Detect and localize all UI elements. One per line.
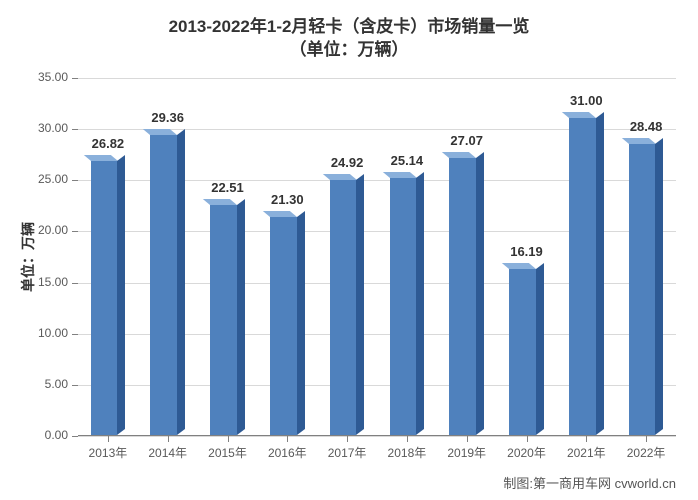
- y-tick-mark: [72, 129, 78, 130]
- bar: [150, 135, 185, 435]
- gridline: [78, 78, 676, 79]
- y-tick-mark: [72, 180, 78, 181]
- bar: [270, 217, 305, 435]
- x-tick-mark: [287, 436, 288, 442]
- x-tick-label: 2016年: [257, 444, 317, 461]
- bar: [509, 269, 544, 435]
- y-tick-mark: [72, 436, 78, 437]
- data-label: 28.48: [616, 119, 676, 134]
- x-tick-mark: [527, 436, 528, 442]
- chart-title: 2013-2022年1-2月轻卡（含皮卡）市场销量一览 （单位：万辆）: [0, 16, 698, 62]
- data-label: 22.51: [198, 180, 258, 195]
- y-tick-mark: [72, 334, 78, 335]
- x-tick-label: 2017年: [317, 444, 377, 461]
- x-tick-label: 2022年: [616, 444, 676, 461]
- x-tick-label: 2014年: [138, 444, 198, 461]
- x-tick-mark: [228, 436, 229, 442]
- bar-chart: 2013-2022年1-2月轻卡（含皮卡）市场销量一览 （单位：万辆） 单位：万…: [0, 0, 698, 500]
- data-label: 31.00: [556, 93, 616, 108]
- bar: [449, 158, 484, 435]
- x-tick-label: 2021年: [556, 444, 616, 461]
- y-tick-label: 10.00: [18, 326, 68, 340]
- y-tick-mark: [72, 231, 78, 232]
- x-tick-label: 2020年: [497, 444, 557, 461]
- x-tick-label: 2018年: [377, 444, 437, 461]
- y-tick-label: 30.00: [18, 121, 68, 135]
- x-tick-label: 2013年: [78, 444, 138, 461]
- x-tick-mark: [586, 436, 587, 442]
- x-tick-mark: [108, 436, 109, 442]
- data-label: 16.19: [497, 244, 557, 259]
- y-tick-label: 15.00: [18, 275, 68, 289]
- data-label: 21.30: [257, 192, 317, 207]
- x-tick-mark: [347, 436, 348, 442]
- chart-title-line1: 2013-2022年1-2月轻卡（含皮卡）市场销量一览: [0, 16, 698, 39]
- bar: [569, 118, 604, 435]
- x-tick-mark: [646, 436, 647, 442]
- x-tick-mark: [407, 436, 408, 442]
- data-label: 27.07: [437, 133, 497, 148]
- x-tick-mark: [467, 436, 468, 442]
- y-axis-title: 单位：万辆: [18, 197, 38, 317]
- bar: [390, 178, 425, 435]
- y-tick-label: 35.00: [18, 70, 68, 84]
- data-label: 29.36: [138, 110, 198, 125]
- x-tick-label: 2019年: [437, 444, 497, 461]
- x-tick-mark: [168, 436, 169, 442]
- data-label: 25.14: [377, 153, 437, 168]
- y-tick-mark: [72, 283, 78, 284]
- bar: [629, 144, 664, 435]
- y-tick-label: 0.00: [18, 428, 68, 442]
- x-tick-label: 2015年: [198, 444, 258, 461]
- bar: [330, 180, 365, 435]
- y-tick-label: 25.00: [18, 172, 68, 186]
- data-label: 24.92: [317, 155, 377, 170]
- y-tick-label: 5.00: [18, 377, 68, 391]
- credit-text: 制图:第一商用车网 cvworld.cn: [503, 473, 676, 492]
- y-tick-label: 20.00: [18, 223, 68, 237]
- plot-area: 26.8229.36 22.5121.30 24.9225.1427.07 16.19…: [78, 78, 676, 436]
- bar: [210, 205, 245, 435]
- y-tick-mark: [72, 385, 78, 386]
- bar: [91, 161, 126, 435]
- y-tick-mark: [72, 78, 78, 79]
- data-label: 26.82: [78, 136, 138, 151]
- chart-title-line2: （单位：万辆）: [0, 39, 698, 62]
